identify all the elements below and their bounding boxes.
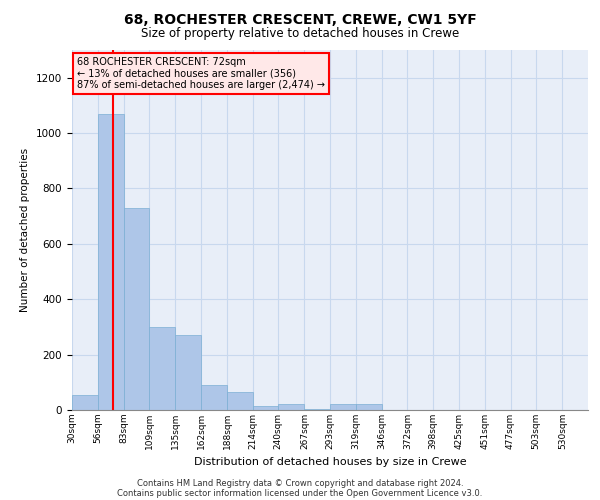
Bar bbox=[253, 406, 278, 410]
Text: 68, ROCHESTER CRESCENT, CREWE, CW1 5YF: 68, ROCHESTER CRESCENT, CREWE, CW1 5YF bbox=[124, 12, 476, 26]
Bar bbox=[356, 404, 382, 410]
X-axis label: Distribution of detached houses by size in Crewe: Distribution of detached houses by size … bbox=[194, 458, 466, 468]
Bar bbox=[304, 408, 330, 410]
Y-axis label: Number of detached properties: Number of detached properties bbox=[20, 148, 31, 312]
Bar bbox=[175, 335, 202, 410]
Text: Contains public sector information licensed under the Open Government Licence v3: Contains public sector information licen… bbox=[118, 488, 482, 498]
Bar bbox=[227, 392, 253, 410]
Bar bbox=[124, 208, 149, 410]
Bar bbox=[72, 395, 98, 410]
Text: 68 ROCHESTER CRESCENT: 72sqm
← 13% of detached houses are smaller (356)
87% of s: 68 ROCHESTER CRESCENT: 72sqm ← 13% of de… bbox=[77, 57, 325, 90]
Bar bbox=[202, 385, 227, 410]
Text: Size of property relative to detached houses in Crewe: Size of property relative to detached ho… bbox=[141, 28, 459, 40]
Bar bbox=[149, 327, 175, 410]
Text: Contains HM Land Registry data © Crown copyright and database right 2024.: Contains HM Land Registry data © Crown c… bbox=[137, 478, 463, 488]
Bar bbox=[330, 404, 356, 410]
Bar bbox=[98, 114, 124, 410]
Bar bbox=[278, 404, 304, 410]
